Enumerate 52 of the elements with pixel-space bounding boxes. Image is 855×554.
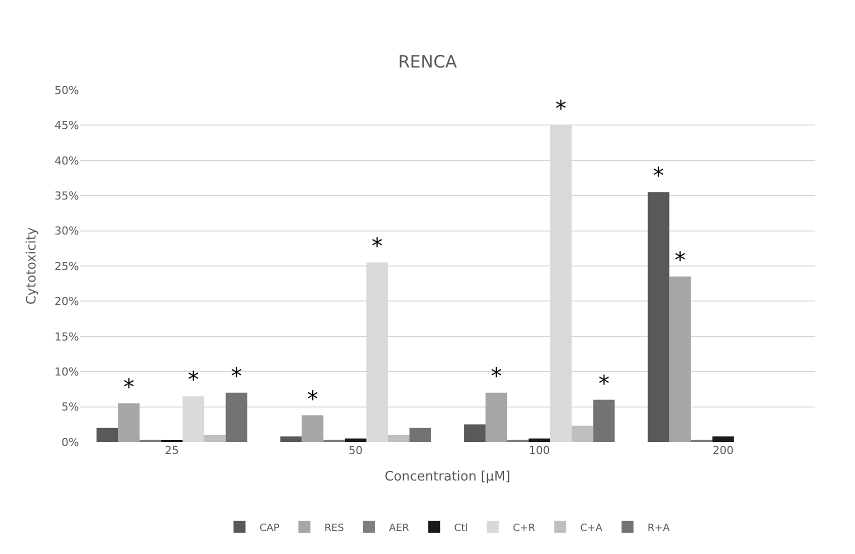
bar [96, 428, 118, 442]
bar [409, 428, 431, 442]
bar [648, 192, 670, 442]
bar [464, 424, 486, 442]
bar [388, 434, 410, 442]
data-label: * [490, 364, 502, 390]
y-tick-label: 0% [62, 436, 79, 449]
data-label: * [598, 372, 610, 397]
legend-label: AER [388, 522, 410, 534]
bar [118, 403, 140, 442]
data-label: * [123, 375, 134, 400]
bar [302, 415, 324, 442]
data-label: * [230, 364, 242, 390]
legend-label: RES [324, 522, 344, 534]
y-tick-label: 50% [54, 84, 79, 97]
x-tick-label: 100 [528, 444, 550, 457]
x-tick-label: 50 [348, 444, 363, 457]
y-tick-label: 10% [54, 365, 79, 378]
data-label: * [674, 248, 686, 274]
data-label: * [307, 387, 318, 412]
bar [572, 426, 594, 442]
bar [712, 436, 734, 442]
bar [486, 392, 508, 442]
bar [593, 400, 615, 442]
x-tick-label: 25 [164, 444, 179, 457]
chart-title: RENCA [398, 52, 458, 72]
x-axis-title: Concentration [µM] [384, 470, 510, 485]
bar [204, 434, 226, 442]
y-tick-label: 20% [54, 295, 79, 308]
y-tick-label: 45% [54, 119, 79, 132]
y-axis-title: Cytotoxicity [24, 227, 40, 305]
bar [528, 438, 550, 442]
y-tick-label: 40% [54, 154, 79, 168]
legend-label: CAP [260, 522, 280, 534]
legend-label: C+A [580, 522, 603, 534]
y-tick-label: 25% [54, 260, 79, 273]
y-tick-label: 35% [54, 189, 79, 202]
bar [344, 438, 366, 442]
data-label: * [653, 164, 664, 190]
data-label: * [188, 368, 199, 394]
y-tick-label: 30% [54, 224, 79, 238]
legend-label: R+A [648, 522, 670, 534]
legend-label: Ctl [454, 522, 468, 534]
legend-label: C+R [512, 522, 536, 534]
y-tick-label: 15% [54, 330, 79, 344]
x-tick-label: 200 [712, 444, 734, 457]
y-tick-label: 5% [62, 400, 79, 414]
data-label: * [555, 97, 566, 122]
bar [280, 436, 302, 442]
bar [226, 392, 248, 442]
data-label: * [372, 234, 383, 260]
bar [669, 276, 691, 442]
